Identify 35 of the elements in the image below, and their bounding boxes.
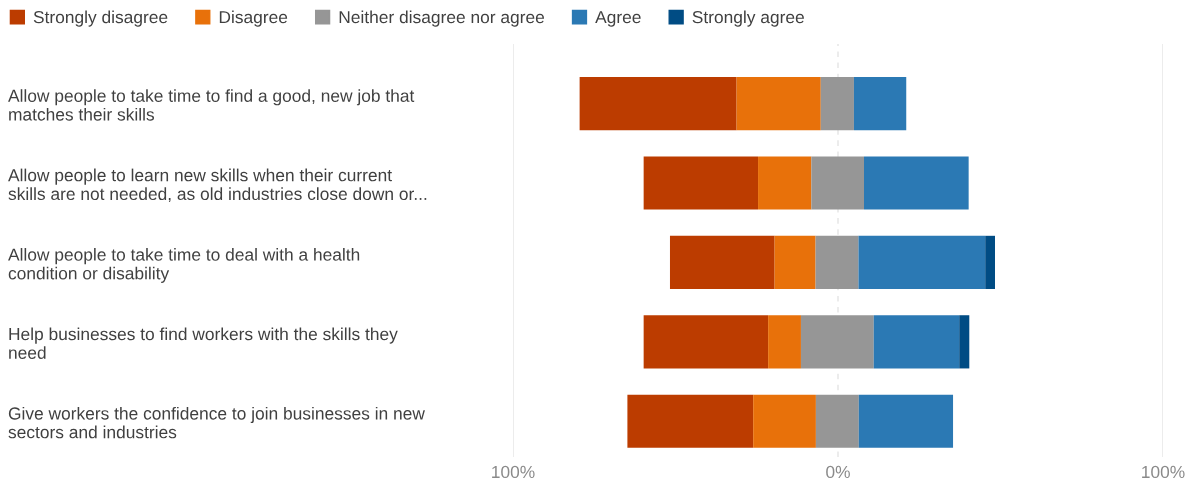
bar [815, 235, 859, 290]
bar [800, 315, 874, 369]
legend-label: Disagree [219, 10, 288, 27]
bar [758, 156, 812, 210]
bar [643, 156, 759, 210]
bar [985, 235, 995, 290]
bar [643, 315, 769, 369]
y-tick-label: Give workers the confidence to join businesses in new sectors and industries [8, 406, 425, 439]
bar [753, 394, 816, 448]
x-tick-label: 100% [1142, 465, 1185, 479]
y-tick-label: Help businesses to find workers with the skills they need [9, 327, 398, 359]
bar [853, 76, 907, 131]
bar [858, 235, 986, 290]
bar [768, 315, 801, 369]
bar [669, 235, 775, 290]
bar [959, 315, 970, 369]
bar [873, 315, 960, 369]
x-tick-label: 0% [826, 465, 850, 479]
y-tick-label: Allow people to learn new skills when their current skills are not needed, as old industries close down or... [8, 168, 427, 203]
legend-label: Neither disagree nor agree [339, 10, 545, 27]
legend-label: Strongly disagree [33, 10, 168, 27]
y-tick-label: Allow people to take time to deal with a health condition or disability [8, 248, 360, 283]
x-tick-label: 100% [492, 465, 535, 479]
bar [774, 235, 816, 290]
bar [864, 156, 969, 210]
bar [627, 394, 754, 448]
y-tick-label: Allow people to take time to find a good, new job that matches their skills [8, 89, 415, 121]
legend-label: Strongly agree [692, 10, 804, 27]
bar [858, 394, 954, 448]
legend-label: Agree [595, 11, 641, 27]
bar [811, 156, 864, 210]
bar [579, 76, 737, 131]
bar [820, 76, 854, 131]
bar [736, 76, 821, 131]
bar [815, 394, 859, 448]
